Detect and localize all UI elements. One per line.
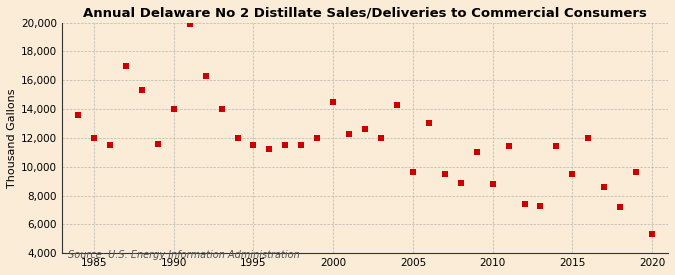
Point bbox=[344, 131, 354, 136]
Point bbox=[375, 136, 386, 140]
Title: Annual Delaware No 2 Distillate Sales/Deliveries to Commercial Consumers: Annual Delaware No 2 Distillate Sales/De… bbox=[83, 7, 647, 20]
Point bbox=[296, 143, 306, 147]
Point bbox=[456, 180, 466, 185]
Point bbox=[73, 112, 84, 117]
Point bbox=[471, 150, 482, 155]
Point bbox=[647, 232, 657, 237]
Y-axis label: Thousand Gallons: Thousand Gallons bbox=[7, 88, 17, 188]
Point bbox=[280, 143, 291, 147]
Text: Source: U.S. Energy Information Administration: Source: U.S. Energy Information Administ… bbox=[68, 250, 300, 260]
Point bbox=[630, 170, 641, 175]
Point bbox=[439, 172, 450, 176]
Point bbox=[200, 74, 211, 78]
Point bbox=[184, 22, 195, 26]
Point bbox=[583, 136, 594, 140]
Point bbox=[408, 170, 418, 175]
Point bbox=[232, 136, 243, 140]
Point bbox=[392, 103, 402, 107]
Point bbox=[264, 147, 275, 152]
Point bbox=[615, 205, 626, 209]
Point bbox=[519, 202, 530, 206]
Point bbox=[567, 172, 578, 176]
Point bbox=[136, 88, 147, 92]
Point bbox=[328, 100, 339, 104]
Point bbox=[423, 121, 434, 126]
Point bbox=[153, 141, 163, 146]
Point bbox=[88, 136, 99, 140]
Point bbox=[551, 144, 562, 149]
Point bbox=[487, 182, 498, 186]
Point bbox=[312, 136, 323, 140]
Point bbox=[535, 204, 546, 208]
Point bbox=[248, 143, 259, 147]
Point bbox=[105, 143, 115, 147]
Point bbox=[120, 64, 131, 68]
Point bbox=[599, 185, 610, 189]
Point bbox=[360, 127, 371, 131]
Point bbox=[216, 107, 227, 111]
Point bbox=[168, 107, 179, 111]
Point bbox=[503, 144, 514, 149]
